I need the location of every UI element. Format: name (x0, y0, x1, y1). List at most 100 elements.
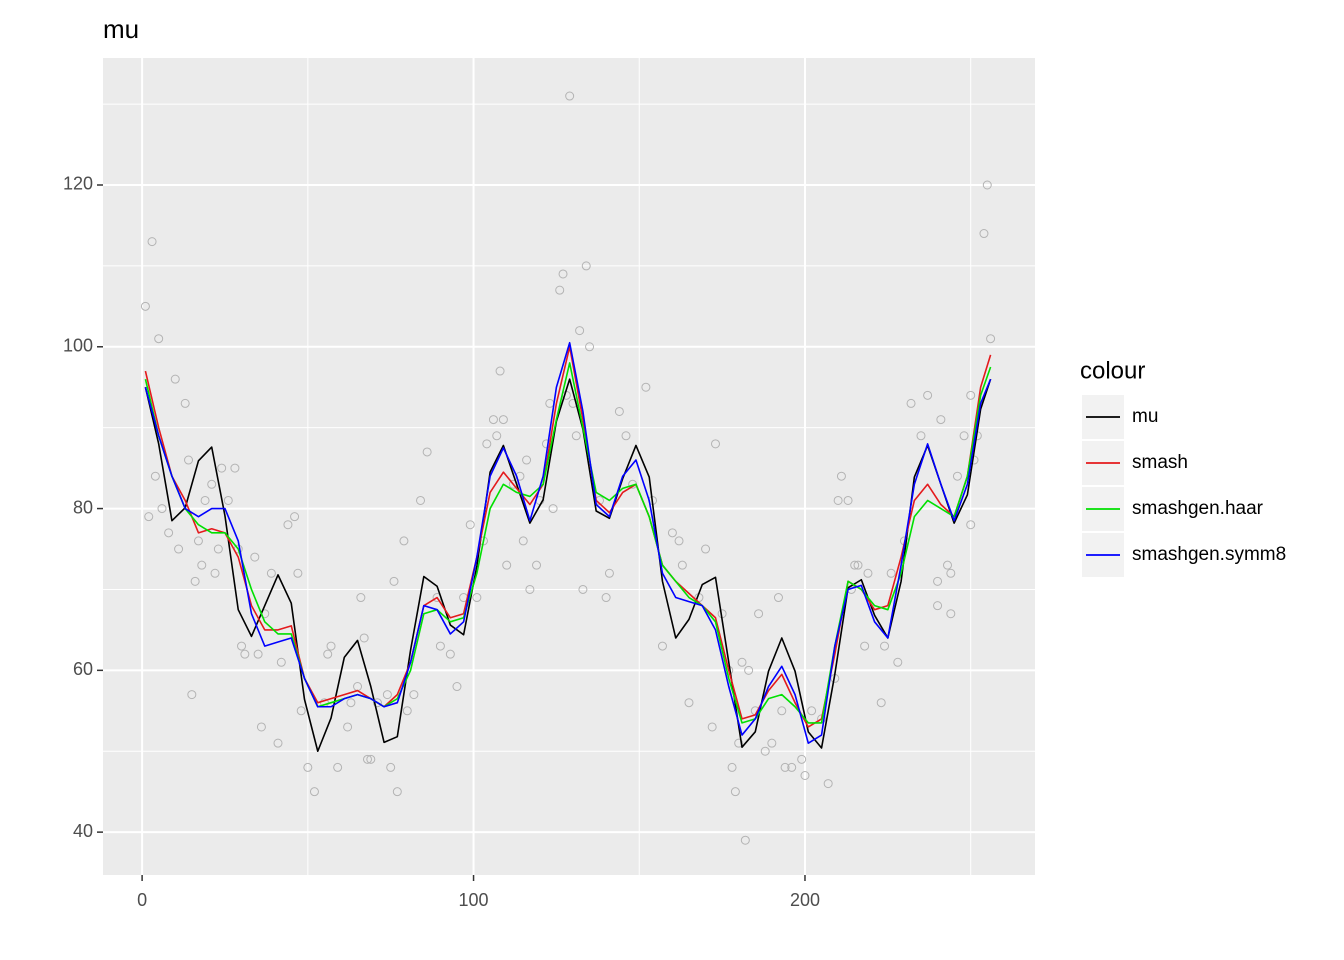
data-point (157, 504, 167, 514)
data-point (767, 738, 777, 748)
data-point (730, 787, 740, 797)
data-point (986, 334, 996, 344)
x-tick-label: 100 (459, 890, 489, 910)
data-point (880, 641, 890, 651)
data-point (760, 746, 770, 756)
data-point (740, 835, 750, 845)
data-point (293, 568, 303, 578)
data-point (641, 382, 651, 392)
data-point (356, 593, 366, 603)
data-point (488, 415, 498, 425)
y-tick-label: 40 (73, 821, 93, 841)
data-point (850, 560, 860, 570)
data-point (366, 754, 376, 764)
data-point (502, 560, 512, 570)
data-point (217, 463, 227, 473)
data-point (585, 342, 595, 352)
data-point (777, 706, 787, 716)
data-point (575, 326, 585, 336)
x-tick-label: 200 (790, 890, 820, 910)
data-point (187, 690, 197, 700)
data-point (266, 568, 276, 578)
data-point (190, 576, 200, 586)
data-point (906, 398, 916, 408)
data-point (323, 649, 333, 659)
y-tick-label: 100 (63, 336, 93, 356)
series-line (144, 378, 992, 753)
data-point (303, 762, 313, 772)
data-point (860, 641, 870, 651)
data-point (273, 738, 283, 748)
data-point (773, 593, 783, 603)
data-point (359, 633, 369, 643)
data-point (933, 601, 943, 611)
data-point (916, 431, 926, 441)
data-point (807, 706, 817, 716)
data-point (571, 431, 581, 441)
data-point (979, 229, 989, 239)
data-point (147, 237, 157, 247)
data-point (392, 787, 402, 797)
data-point (492, 431, 502, 441)
data-point (923, 390, 933, 400)
data-point (343, 722, 353, 732)
data-point (933, 576, 943, 586)
data-point (389, 576, 399, 586)
data-point (780, 762, 790, 772)
data-point (966, 390, 976, 400)
data-point (677, 560, 687, 570)
data-point (787, 762, 797, 772)
x-tick-label: 0 (137, 890, 147, 910)
legend-label: smashgen.symm8 (1132, 544, 1286, 565)
data-point (174, 544, 184, 554)
y-tick-label: 120 (63, 174, 93, 194)
data-point (240, 649, 250, 659)
data-point (833, 495, 843, 505)
data-point (578, 584, 588, 594)
data-point (253, 649, 263, 659)
series-line (144, 362, 992, 724)
data-point (744, 665, 754, 675)
data-point (800, 771, 810, 781)
data-point (518, 536, 528, 546)
data-point (843, 495, 853, 505)
data-point (435, 641, 445, 651)
data-point (399, 536, 409, 546)
data-point (555, 285, 565, 295)
data-point (144, 512, 154, 522)
data-point (309, 787, 319, 797)
data-point (657, 641, 667, 651)
data-point (422, 447, 432, 457)
data-point (701, 544, 711, 554)
data-point (382, 690, 392, 700)
chart-title: mu (103, 14, 139, 44)
data-point (568, 398, 578, 408)
legend-label: smashgen.haar (1132, 498, 1264, 519)
data-point (604, 568, 614, 578)
data-point (170, 374, 180, 384)
data-point (943, 560, 953, 570)
data-point (416, 495, 426, 505)
data-point (283, 520, 293, 530)
data-point (621, 431, 631, 441)
data-point (886, 568, 896, 578)
data-point (982, 180, 992, 190)
data-point (140, 301, 150, 311)
data-point (498, 415, 508, 425)
legend-title: colour (1080, 357, 1145, 384)
panel-background (103, 58, 1035, 875)
data-point (876, 698, 886, 708)
data-point (213, 544, 223, 554)
data-point (707, 722, 717, 732)
data-point (333, 762, 343, 772)
data-point (290, 512, 300, 522)
data-point (276, 657, 286, 667)
data-point (532, 560, 542, 570)
data-point (472, 593, 482, 603)
data-point (250, 552, 260, 562)
data-point (184, 455, 194, 465)
data-point (893, 657, 903, 667)
y-tick-label: 80 (73, 497, 93, 517)
data-point (737, 657, 747, 667)
